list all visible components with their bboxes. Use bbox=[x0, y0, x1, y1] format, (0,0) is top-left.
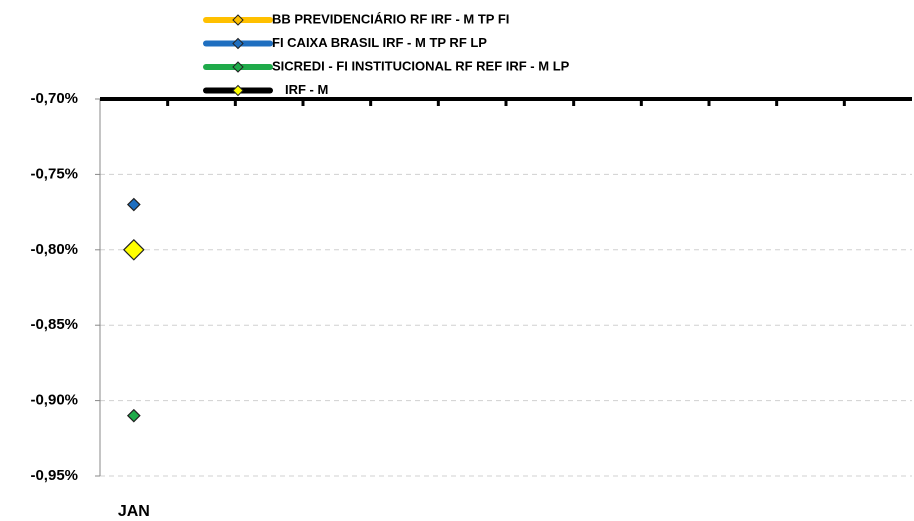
legend-label: FI CAIXA BRASIL IRF - M TP RF LP bbox=[272, 35, 487, 50]
y-tick-label: -0,70% bbox=[30, 90, 78, 107]
legend-marker bbox=[232, 84, 244, 97]
legend-marker bbox=[232, 61, 244, 73]
legend-marker bbox=[232, 37, 244, 50]
legend-label: IRF - M bbox=[285, 82, 328, 97]
legend-marker bbox=[232, 14, 244, 26]
y-tick-label: -0,95% bbox=[30, 467, 78, 484]
y-tick-label: -0,75% bbox=[30, 165, 78, 182]
data-point bbox=[122, 238, 145, 261]
y-tick-label: -0,90% bbox=[30, 392, 78, 409]
y-tick-label: -0,85% bbox=[30, 316, 78, 333]
data-point bbox=[126, 197, 141, 212]
data-point bbox=[126, 408, 141, 423]
legend-label: SICREDI - FI INSTITUCIONAL RF REF IRF - … bbox=[272, 58, 570, 73]
y-tick-label: -0,80% bbox=[30, 241, 78, 258]
x-tick-label: JAN bbox=[118, 503, 150, 520]
legend-label: BB PREVIDENCIÁRIO RF IRF - M TP FI bbox=[272, 11, 509, 26]
